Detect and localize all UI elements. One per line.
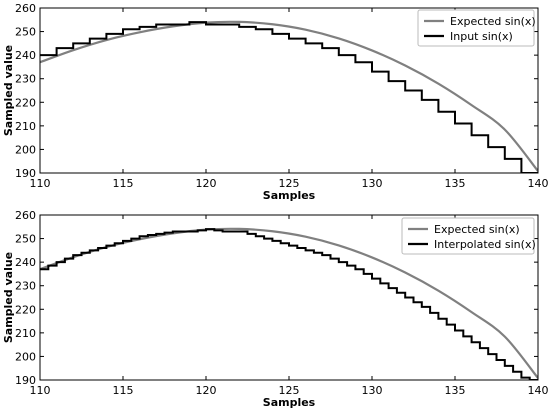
y-tick-label: 250 — [15, 26, 36, 39]
x-tick-label: 125 — [279, 384, 300, 397]
x-tick-label: 110 — [30, 177, 51, 190]
legend-label: Input sin(x) — [450, 30, 513, 43]
y-tick-label: 220 — [15, 96, 36, 109]
x-axis-title: Samples — [263, 396, 316, 409]
y-tick-label: 200 — [15, 350, 36, 363]
chart-2: 110 115 120 125 130 135 140 190 200 210 220 230 240 2… — [2, 209, 549, 409]
y-axis-title: Sampled value — [2, 45, 15, 136]
chart-1: 110 115 120 125 130 135 140 190 200 210 220 230 240 2… — [2, 2, 549, 202]
x-tick-label: 120 — [196, 384, 217, 397]
y-tick-label: 230 — [15, 73, 36, 86]
legend-box — [401, 217, 535, 255]
legend-label: Expected sin(x) — [450, 15, 536, 28]
legend-label: Expected sin(x) — [434, 223, 520, 236]
x-axis-title: Samples — [263, 189, 316, 202]
y-tick-label: 260 — [15, 209, 36, 222]
legend-box — [417, 9, 535, 47]
y-tick-label: 210 — [15, 120, 36, 133]
x-tick-label: 115 — [113, 384, 134, 397]
series-line-interpolated-sin-x — [40, 228, 538, 380]
x-tick-label: 135 — [445, 177, 466, 190]
y-tick-label: 190 — [15, 167, 36, 180]
legend: Expected sin(x) Interpolated sin(x) — [401, 217, 536, 255]
legend-label: Interpolated sin(x) — [434, 238, 536, 251]
x-tick-label: 115 — [113, 177, 134, 190]
y-tick-label: 210 — [15, 327, 36, 340]
x-tick-label: 140 — [528, 177, 549, 190]
series-line-expected-sin-x — [40, 20, 538, 172]
series-line-input-sin-x — [40, 21, 538, 173]
x-tick-label: 120 — [196, 177, 217, 190]
y-tick-label: 260 — [15, 2, 36, 15]
x-tick-label: 140 — [528, 384, 549, 397]
x-tick-label: 110 — [30, 384, 51, 397]
x-tick-label: 130 — [362, 384, 383, 397]
y-tick-label: 220 — [15, 303, 36, 316]
y-axis-title: Sampled value — [2, 252, 15, 343]
x-tick-label: 125 — [279, 177, 300, 190]
y-tick-label: 200 — [15, 143, 36, 156]
x-tick-label: 135 — [445, 384, 466, 397]
legend: Expected sin(x) Input sin(x) — [417, 9, 536, 47]
x-tick-label: 130 — [362, 177, 383, 190]
y-tick-label: 240 — [15, 49, 36, 62]
y-tick-label: 250 — [15, 233, 36, 246]
y-tick-label: 230 — [15, 280, 36, 293]
y-tick-label: 190 — [15, 374, 36, 387]
y-tick-label: 240 — [15, 256, 36, 269]
